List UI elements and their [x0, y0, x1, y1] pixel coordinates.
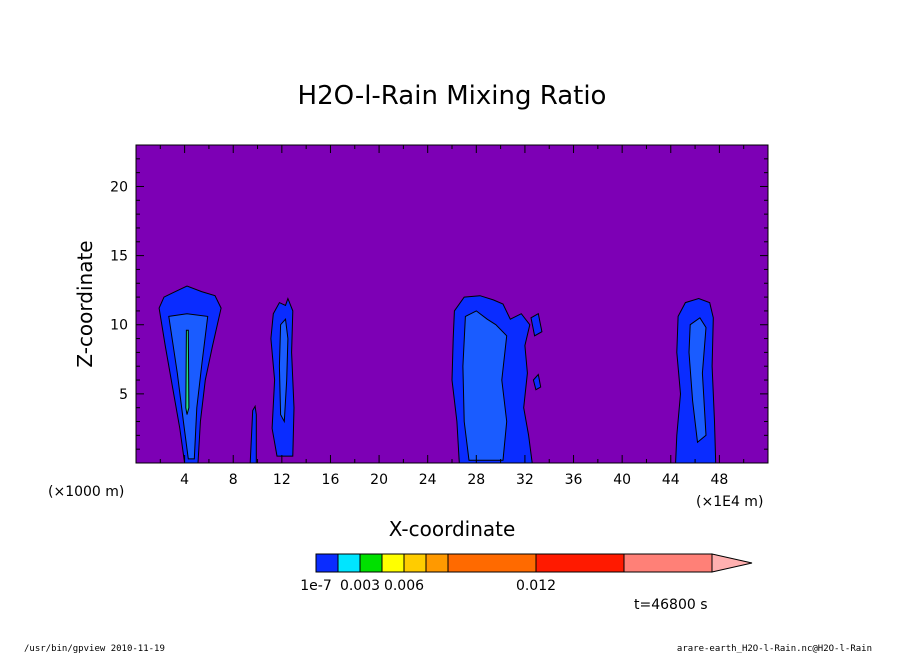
- colorbar-segment: [337, 553, 361, 573]
- x-tick-label: 32: [516, 472, 534, 488]
- x-tick-label: 28: [467, 472, 485, 488]
- contour-region-cell-3-inner: [278, 318, 289, 424]
- x-unit-right: (×1E4 m): [696, 494, 763, 510]
- y-tick-label: 20: [110, 179, 128, 195]
- colorbar-segment: [359, 553, 383, 573]
- colorbar-label: 0.012: [516, 578, 556, 594]
- x-tick-label: 4: [180, 472, 189, 488]
- contour-region-cell-4-inner: [462, 310, 508, 461]
- colorbar-extend-arrow: [711, 553, 753, 573]
- contour-region-cell-1-core: [185, 329, 190, 415]
- y-tick-label: 15: [110, 249, 128, 265]
- colorbar-segment: [623, 553, 713, 573]
- colorbar-label: 0.006: [384, 578, 424, 594]
- x-unit-left: (×1000 m): [48, 484, 124, 500]
- x-axis-label: X-coordinate: [389, 517, 516, 541]
- y-axis-label: Z-coordinate: [73, 240, 97, 367]
- contour-region-cell-4-patch-a: [530, 312, 543, 337]
- colorbar: 1e-7 0.003 0.006 0.012: [300, 553, 753, 594]
- colorbar-segment: [425, 553, 449, 573]
- x-tick-label: 12: [273, 472, 291, 488]
- y-tick-label: 5: [119, 387, 128, 403]
- colorbar-segment: [535, 553, 625, 573]
- contour-region-cell-5-inner: [688, 317, 707, 444]
- y-tick-label: 10: [110, 318, 128, 334]
- colorbar-segment: [315, 553, 339, 573]
- x-tick-label: 24: [419, 472, 437, 488]
- footer-left: /usr/bin/gpview 2010-11-19: [24, 644, 165, 654]
- plot-background: [136, 145, 768, 463]
- x-tick-label: 44: [662, 472, 680, 488]
- colorbar-segment: [447, 553, 537, 573]
- chart-title: H2O-l-Rain Mixing Ratio: [298, 81, 607, 111]
- x-tick-label: 20: [370, 472, 388, 488]
- x-tick-label: 36: [565, 472, 583, 488]
- time-label: t=46800 s: [634, 597, 708, 613]
- colorbar-segment: [403, 553, 427, 573]
- footer-right: arare-earth_H2O-l-Rain.nc@H2O-l-Rain: [677, 644, 872, 654]
- x-tick-label: 40: [613, 472, 631, 488]
- colorbar-label: 0.003: [340, 578, 380, 594]
- colorbar-label: 1e-7: [300, 578, 331, 594]
- colorbar-segment: [381, 553, 405, 573]
- x-tick-label: 8: [229, 472, 238, 488]
- contour-region-cell-4-patch-b: [532, 373, 542, 391]
- x-tick-label: 48: [710, 472, 728, 488]
- x-tick-label: 16: [322, 472, 340, 488]
